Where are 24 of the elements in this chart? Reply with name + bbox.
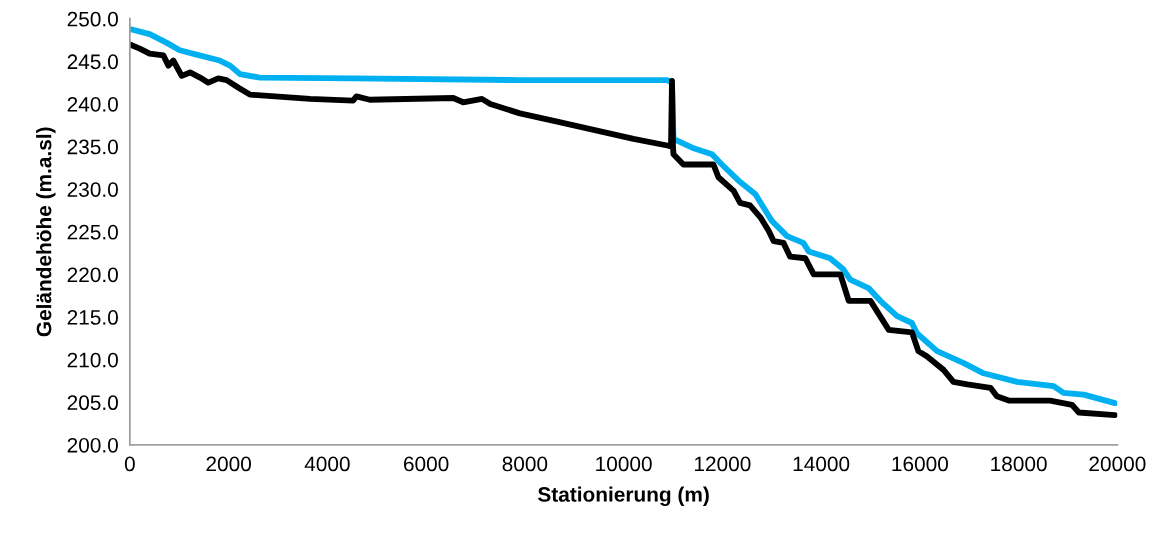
x-tick-label: 16000 [892, 456, 949, 472]
y-tick-label: 205.0 [67, 395, 118, 411]
x-tick-label: 4000 [304, 456, 350, 472]
y-tick-label: 230.0 [67, 182, 118, 197]
y-tick-label: 210.0 [67, 352, 118, 368]
y-tick-label: 235.0 [67, 139, 118, 155]
x-tick-label: 20000 [1089, 456, 1146, 472]
x-tick-label: 14000 [793, 456, 850, 472]
y-tick-label: 240.0 [67, 96, 118, 112]
x-tick-label: 2000 [206, 456, 251, 472]
x-axis-title: Stationierung (m) [537, 486, 709, 507]
y-axis-title: Geländehöhe (m.a.sl) [36, 127, 56, 337]
x-tick-label: 0 [124, 456, 135, 472]
y-tick-label: 250.0 [67, 11, 118, 27]
x-tick-label: 6000 [404, 456, 449, 472]
x-tick-label: 8000 [502, 456, 548, 472]
y-tick-label: 215.0 [67, 310, 118, 325]
y-tick-label: 200.0 [67, 437, 118, 453]
x-tick-label: 10000 [596, 456, 652, 472]
y-tick-label: 220.0 [67, 267, 118, 283]
x-tick-label: 12000 [694, 456, 751, 472]
y-tick-label: 245.0 [67, 54, 118, 70]
y-tick-label: 225.0 [67, 224, 118, 240]
x-tick-label: 18000 [991, 456, 1047, 472]
